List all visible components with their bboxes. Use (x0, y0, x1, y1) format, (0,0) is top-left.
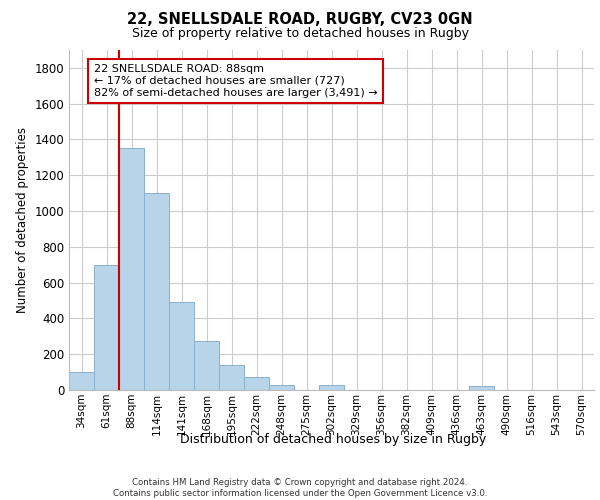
Text: 22 SNELLSDALE ROAD: 88sqm
← 17% of detached houses are smaller (727)
82% of semi: 22 SNELLSDALE ROAD: 88sqm ← 17% of detac… (94, 64, 377, 98)
Text: Distribution of detached houses by size in Rugby: Distribution of detached houses by size … (180, 432, 486, 446)
Bar (469, 386, 494, 390)
Bar (119, 148, 144, 390)
Text: Size of property relative to detached houses in Rugby: Size of property relative to detached ho… (131, 28, 469, 40)
Bar (144, 193, 169, 390)
Bar (269, 384, 294, 390)
Bar (244, 378, 269, 390)
Bar (194, 341, 219, 390)
Bar (69, 372, 94, 390)
Text: Contains HM Land Registry data © Crown copyright and database right 2024.
Contai: Contains HM Land Registry data © Crown c… (113, 478, 487, 498)
Bar (219, 365, 244, 390)
Text: 22, SNELLSDALE ROAD, RUGBY, CV23 0GN: 22, SNELLSDALE ROAD, RUGBY, CV23 0GN (127, 12, 473, 28)
Bar (94, 264, 119, 390)
Bar (169, 302, 194, 390)
Y-axis label: Number of detached properties: Number of detached properties (16, 127, 29, 313)
Bar (319, 384, 344, 390)
